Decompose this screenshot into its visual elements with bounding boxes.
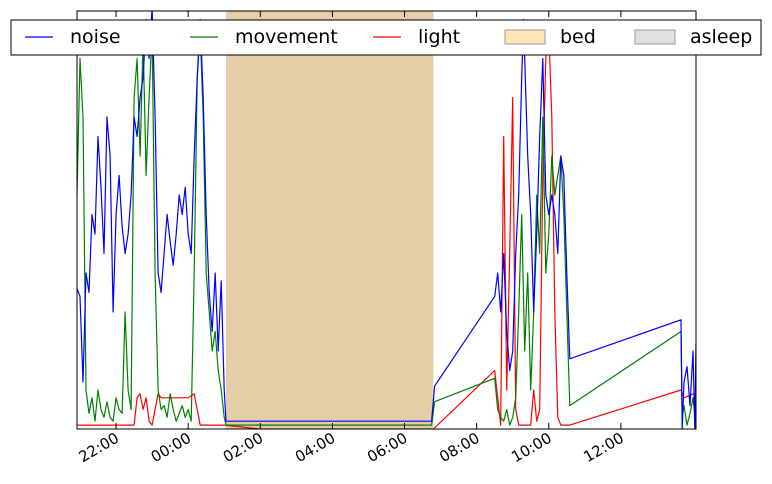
plot-frame (76, 10, 697, 430)
legend: noise movement light bed asleep (10, 19, 762, 56)
legend-label-light: light (418, 26, 460, 48)
series-line-light (77, 30, 696, 429)
legend-label-movement: movement (235, 26, 338, 48)
bed-span (226, 11, 434, 429)
series-line-movement (77, 30, 696, 426)
legend-label-bed: bed (560, 26, 596, 48)
legend-label-noise: noise (70, 26, 121, 48)
series-layer (77, 11, 696, 429)
x-axis-ticks (115, 11, 622, 429)
bed-span-layer (226, 11, 434, 429)
legend-handle-bed (504, 29, 546, 45)
series-line-noise (77, 11, 696, 429)
legend-label-asleep: asleep (690, 26, 752, 48)
legend-handle-asleep (634, 29, 676, 45)
